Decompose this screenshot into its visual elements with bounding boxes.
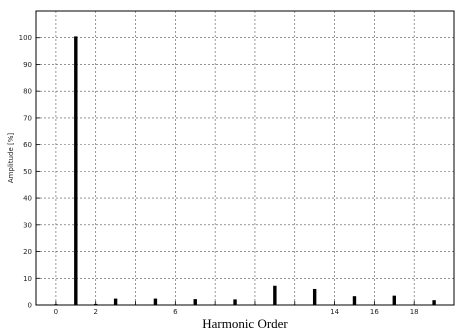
x-axis-label: Harmonic Order (202, 316, 288, 331)
grid-lines (36, 11, 454, 305)
x-tick-label: 6 (173, 308, 178, 316)
harmonic-bar (153, 298, 158, 305)
x-axis-ticks: 0 2 6 14 16 18 (54, 301, 419, 316)
harmonic-bar (74, 36, 78, 306)
y-tick-label: 0 (28, 302, 32, 310)
harmonic-bar (273, 285, 277, 305)
y-tick-label: 30 (23, 221, 32, 229)
x-tick-label: 14 (330, 308, 339, 316)
plot-frame (35, 10, 455, 306)
y-axis-label: Amplitude [%] (7, 133, 15, 183)
y-tick-label: 90 (23, 61, 32, 69)
y-tick-label: 10 (23, 275, 32, 283)
x-tick-label: 18 (410, 308, 419, 316)
y-tick-label: 60 (23, 141, 32, 149)
harmonic-bar (94, 303, 98, 305)
x-tick-label: 16 (370, 308, 379, 316)
y-tick-label: 80 (23, 88, 32, 96)
x-tick-label: 0 (54, 308, 58, 316)
harmonic-bar (432, 300, 436, 305)
harmonic-bar (312, 288, 317, 305)
y-tick-label: 20 (23, 248, 32, 256)
harmonic-bar (352, 296, 357, 305)
harmonic-bar (193, 299, 197, 305)
harmonic-bar (392, 295, 396, 305)
harmonic-bar (233, 299, 237, 305)
y-tick-label: 40 (23, 195, 32, 203)
y-axis-ticks: 0 10 20 30 40 50 60 70 80 90 100 (19, 34, 40, 310)
y-tick-label: 70 (23, 114, 32, 122)
y-tick-label: 50 (23, 168, 32, 176)
y-tick-label: 100 (19, 34, 32, 42)
plot-background (36, 11, 454, 305)
x-tick-label: 2 (93, 308, 97, 316)
harmonic-bar (113, 298, 118, 305)
